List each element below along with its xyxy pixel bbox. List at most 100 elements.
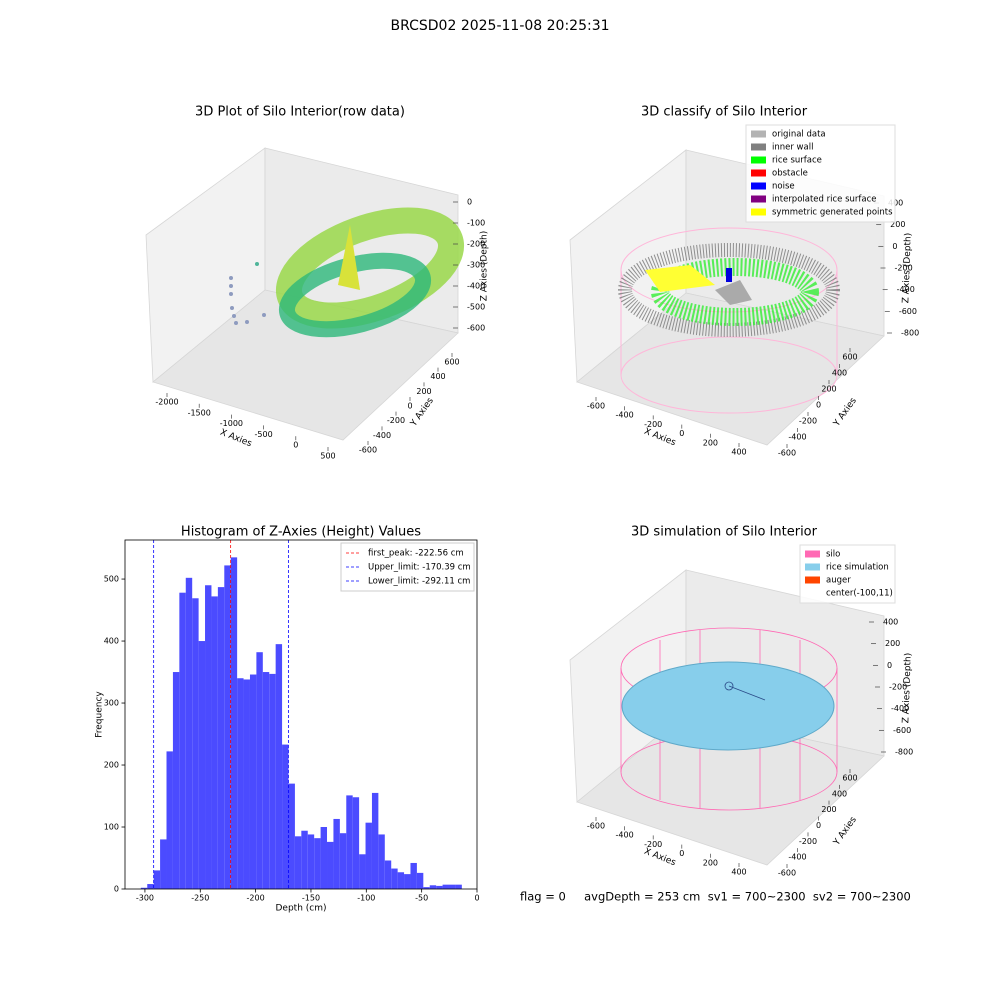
x-tick-label: 500 xyxy=(320,452,335,461)
bar xyxy=(237,678,244,889)
y-tick-label: 400 xyxy=(832,789,847,798)
z-tick-label: -600 xyxy=(893,726,911,735)
classified-cloud xyxy=(618,227,840,414)
legend-swatch xyxy=(751,156,766,164)
z-tick-label: -800 xyxy=(901,329,919,338)
legend-swatch xyxy=(751,169,766,177)
bar xyxy=(140,887,148,889)
y-tick-label: 300 xyxy=(104,699,119,708)
bar xyxy=(294,836,302,889)
bar xyxy=(160,839,167,889)
bar xyxy=(307,834,315,889)
x-tick-label: 0 xyxy=(679,849,684,858)
bar xyxy=(224,565,231,889)
bar xyxy=(147,884,154,889)
y-tick-label: -400 xyxy=(788,433,806,442)
legend-label: rice simulation xyxy=(826,563,889,573)
z-tick-label: -800 xyxy=(895,748,913,757)
bar xyxy=(282,744,289,889)
bar xyxy=(448,884,456,889)
bar xyxy=(391,868,398,889)
x-tick-label: -200 xyxy=(644,420,662,429)
bar xyxy=(211,596,218,889)
status-line: flag = 0 avgDepth = 253 cm sv1 = 700~230… xyxy=(520,890,911,904)
x-tick-label: -300 xyxy=(136,894,154,903)
x-axis-label: Depth (cm) xyxy=(275,904,326,914)
x-tick-label: -400 xyxy=(616,411,634,420)
z-tick-label: 0 xyxy=(892,242,897,251)
legend-swatch xyxy=(751,143,766,151)
panel-title: 3D classify of Silo Interior xyxy=(641,105,808,120)
bar xyxy=(205,585,212,889)
y-tick-label: 400 xyxy=(104,637,119,646)
bar xyxy=(179,592,186,889)
legend-label: original data xyxy=(772,130,826,140)
bar xyxy=(410,862,417,889)
y-tick-label: 200 xyxy=(104,761,119,770)
bar xyxy=(262,672,270,889)
bar xyxy=(192,598,199,889)
y-tick-label: -200 xyxy=(387,416,405,425)
z-tick-label: 0 xyxy=(887,661,892,670)
x-axis-label: X Axies xyxy=(219,428,254,450)
x-tick-label: -2000 xyxy=(155,398,178,407)
legend-label: Upper_limit: -170.39 cm xyxy=(368,563,471,573)
legend-swatch xyxy=(751,130,766,138)
bar xyxy=(416,872,424,889)
z-axis-label: Z Axies (Depth) xyxy=(480,231,490,302)
legend-label: rice surface xyxy=(772,156,822,166)
y-tick-label: -600 xyxy=(778,449,796,458)
bar xyxy=(275,644,283,889)
bar xyxy=(333,818,340,889)
legend-box xyxy=(340,542,475,592)
bar xyxy=(153,870,161,889)
z-axis-label: Z Axies (Depth) xyxy=(901,233,913,304)
y-tick-label: 0 xyxy=(114,885,119,894)
z-tick-label: -500 xyxy=(467,303,485,312)
y-tick-label: -200 xyxy=(799,417,817,426)
legend-swatch xyxy=(805,563,820,571)
y-tick-label: 0 xyxy=(816,401,821,410)
z-axis-label: Z Axies (Depth) xyxy=(901,653,913,724)
bar xyxy=(301,830,308,889)
axes-frame xyxy=(124,539,478,890)
bar xyxy=(249,674,257,889)
y-tick-label: 0 xyxy=(407,402,412,411)
y-tick-label: -400 xyxy=(373,431,391,440)
bar xyxy=(269,673,276,889)
legend-label: symmetric generated points xyxy=(772,208,893,218)
x-tick-label: 200 xyxy=(703,438,718,447)
x-tick-label: 0 xyxy=(474,894,479,903)
bar xyxy=(243,679,250,889)
z-tick-label: -400 xyxy=(891,704,909,713)
x-tick-label: 200 xyxy=(703,858,718,867)
legend-label: auger xyxy=(826,576,851,586)
bar xyxy=(327,841,334,889)
bar xyxy=(172,672,180,889)
y-tick-label: -600 xyxy=(778,869,796,878)
bar xyxy=(288,783,295,889)
x-tick-label: -100 xyxy=(357,894,375,903)
z-tick-label: 200 xyxy=(885,639,900,648)
y-tick-label: -400 xyxy=(788,853,806,862)
bar xyxy=(371,792,379,889)
z-tick-label: -600 xyxy=(467,324,485,333)
z-tick-label: 0 xyxy=(467,198,472,207)
y-tick-label: 500 xyxy=(104,575,119,584)
x-tick-label: -200 xyxy=(247,894,265,903)
bar xyxy=(365,822,372,889)
panel-title: Histogram of Z-Axies (Height) Values xyxy=(181,525,421,540)
legend-swatch xyxy=(751,208,766,216)
y-tick-label: 400 xyxy=(430,372,445,381)
z-tick-label: -200 xyxy=(889,683,907,692)
x-tick-label: -400 xyxy=(616,831,634,840)
point-cloud xyxy=(229,207,465,338)
y-axis-label: Y Axies xyxy=(831,815,859,848)
bar xyxy=(429,885,437,889)
y-tick-label: -600 xyxy=(359,446,377,455)
legend-label: interpolated rice surface xyxy=(772,195,877,205)
bar xyxy=(314,838,321,889)
x-tick-label: -500 xyxy=(255,430,273,439)
x-tick-label: -600 xyxy=(587,822,605,831)
bar xyxy=(442,884,449,889)
